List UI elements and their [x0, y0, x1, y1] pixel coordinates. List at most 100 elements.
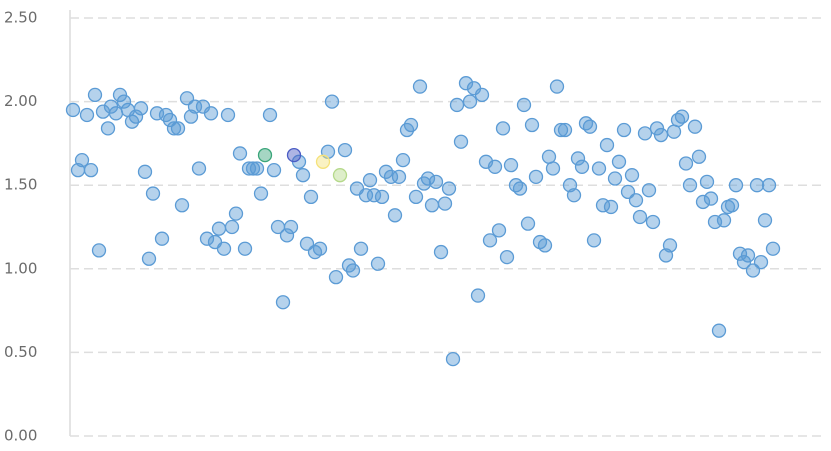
point: [387, 208, 403, 223]
point: [499, 249, 515, 265]
point: [491, 223, 507, 238]
point: [728, 178, 744, 193]
point: [220, 107, 236, 123]
point: [328, 270, 344, 285]
point: [116, 94, 132, 109]
y-tick-label: 2.50: [4, 9, 37, 27]
point: [170, 121, 186, 136]
point: [187, 99, 203, 114]
point: [441, 181, 457, 196]
point: [108, 106, 124, 121]
point: [470, 288, 486, 303]
point: [337, 142, 353, 158]
point: [283, 219, 299, 235]
point: [420, 171, 436, 186]
point: [674, 109, 690, 124]
point: [232, 146, 248, 161]
point: [128, 109, 144, 124]
y-tick-label: 2.00: [4, 92, 37, 110]
point: [586, 233, 602, 248]
point: [315, 154, 331, 169]
point: [275, 295, 291, 310]
point: [453, 134, 469, 149]
point: [520, 216, 536, 231]
point: [474, 87, 490, 103]
point: [303, 189, 319, 205]
point: [570, 151, 586, 166]
point: [211, 221, 227, 236]
point: [574, 159, 590, 174]
point: [253, 186, 269, 201]
point: [345, 263, 361, 278]
point: [753, 254, 769, 270]
point: [133, 101, 149, 116]
point: [403, 117, 419, 133]
point: [408, 189, 424, 205]
point: [433, 244, 449, 260]
point: [437, 196, 453, 211]
point: [245, 161, 261, 176]
point: [582, 119, 598, 134]
point: [607, 171, 623, 186]
point: [749, 178, 765, 193]
point: [462, 94, 478, 109]
point: [566, 188, 582, 203]
y-tick-label: 1.50: [4, 176, 37, 194]
point: [761, 178, 777, 193]
point: [711, 323, 727, 338]
point: [666, 124, 682, 139]
point: [516, 97, 532, 113]
point: [603, 199, 619, 215]
point: [279, 228, 295, 243]
point: [699, 174, 715, 190]
point: [691, 149, 707, 164]
point: [79, 107, 95, 123]
point: [383, 169, 399, 184]
point: [695, 194, 711, 210]
point: [65, 102, 81, 118]
point: [445, 351, 461, 367]
y-tick-label: 1.00: [4, 259, 37, 277]
point: [100, 121, 116, 136]
point: [616, 122, 632, 138]
point: [682, 178, 698, 193]
point: [266, 163, 282, 178]
point: [628, 193, 644, 208]
point: [662, 238, 678, 253]
point: [641, 183, 657, 198]
point: [412, 79, 428, 94]
point: [353, 241, 369, 256]
point: [645, 214, 661, 230]
point: [262, 107, 278, 123]
point: [611, 154, 627, 169]
point: [83, 163, 99, 178]
point: [557, 122, 573, 138]
point: [716, 213, 732, 228]
point: [374, 189, 390, 205]
point: [203, 106, 219, 121]
point: [740, 248, 756, 263]
point: [166, 121, 182, 136]
point: [286, 147, 302, 163]
point: [87, 87, 103, 103]
point: [191, 161, 207, 176]
point: [424, 198, 440, 213]
point: [91, 243, 107, 258]
point: [74, 152, 90, 168]
point: [237, 241, 253, 256]
point: [224, 219, 240, 235]
point: [765, 241, 781, 256]
point: [428, 174, 444, 190]
point: [537, 238, 553, 253]
point: [553, 122, 569, 138]
point: [724, 198, 740, 213]
point: [541, 149, 557, 164]
point: [391, 169, 407, 184]
point: [449, 97, 465, 113]
point: [599, 137, 615, 153]
point: [757, 213, 773, 228]
point: [591, 161, 607, 176]
point: [653, 127, 669, 143]
point: [228, 206, 244, 221]
